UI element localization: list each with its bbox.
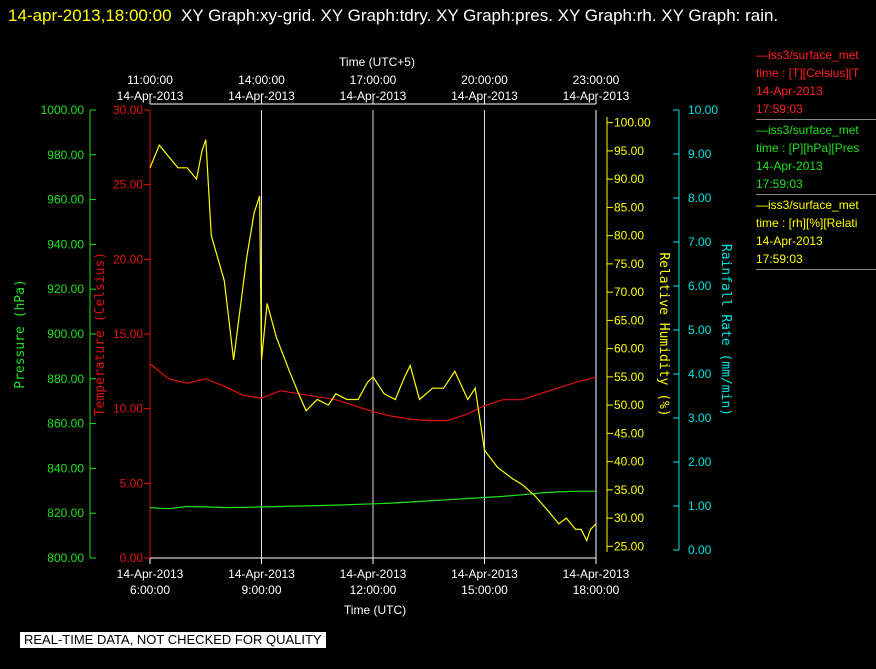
legend-series-name: —iss3/surface_met (756, 123, 859, 137)
pressure-tick-label: 820.00 (47, 506, 84, 520)
x-tick-date: 14-Apr-2013 (117, 567, 184, 581)
rh-tick-label: 100.00 (614, 116, 651, 130)
pressure-tick-label: 880.00 (47, 372, 84, 386)
pressure-tick-label: 900.00 (47, 327, 84, 341)
legend-time: 17:59:03 (756, 252, 803, 266)
rain-tick-label: 3.00 (688, 411, 712, 425)
pressure-axis-title: Pressure (hPa) (13, 279, 28, 389)
temperature-tick-label: 0.00 (120, 551, 144, 565)
legend-date: 14-Apr-2013 (756, 234, 823, 248)
legend-entry-temperature[interactable]: —iss3/surface_met time : [T][Celsius][T … (756, 46, 876, 120)
title-graphs: XY Graph:xy-grid. XY Graph:tdry. XY Grap… (180, 6, 779, 25)
x-top-tick-time: 11:00:00 (127, 73, 173, 87)
pressure-tick-label: 860.00 (47, 417, 84, 431)
rain-tick-label: 2.00 (688, 455, 712, 469)
legend-time: 17:59:03 (756, 102, 803, 116)
x-top-axis-title: Time (UTC+5) (339, 55, 415, 69)
rain-tick-label: 6.00 (688, 279, 712, 293)
x-tick-date: 14-Apr-2013 (563, 567, 630, 581)
legend-series-field: time : [P][hPa][Pres (756, 141, 860, 155)
legend-series-field: time : [T][Celsius][T (756, 66, 860, 80)
temperature-tick-label: 20.00 (113, 252, 143, 266)
rh-tick-label: 35.00 (614, 483, 644, 497)
legend-entry-rh[interactable]: —iss3/surface_met time : [rh][%][Relati … (756, 196, 876, 270)
x-top-tick-time: 20:00:00 (461, 73, 508, 87)
rain-tick-label: 4.00 (688, 367, 712, 381)
temperature-tick-label: 15.00 (113, 327, 143, 341)
rain-tick-label: 10.00 (688, 103, 718, 117)
rh-tick-label: 90.00 (614, 172, 644, 186)
temperature-tick-label: 5.00 (120, 476, 144, 490)
legend-series-field: time : [rh][%][Relati (756, 216, 858, 230)
legend-time: 17:59:03 (756, 177, 803, 191)
x-top-tick-time: 17:00:00 (350, 73, 397, 87)
x-top-tick-date: 14-Apr-2013 (117, 89, 184, 103)
rh-tick-label: 25.00 (614, 539, 644, 553)
rain-axis-title: Rainfall Rate (mm/min) (718, 244, 733, 416)
pressure-tick-label: 920.00 (47, 282, 84, 296)
quality-notice: REAL-TIME DATA, NOT CHECKED FOR QUALITY (20, 632, 326, 648)
temperature-tick-label: 30.00 (113, 103, 143, 117)
x-top-tick-date: 14-Apr-2013 (228, 89, 295, 103)
rain-tick-label: 9.00 (688, 147, 712, 161)
legend-entry-pressure[interactable]: —iss3/surface_met time : [P][hPa][Pres 1… (756, 121, 876, 195)
graph-title: 14-apr-2013,18:00:00 XY Graph:xy-grid. X… (8, 2, 848, 30)
x-tick-date: 14-Apr-2013 (451, 567, 518, 581)
x-tick-date: 14-Apr-2013 (340, 567, 407, 581)
rain-tick-label: 1.00 (688, 499, 712, 513)
x-top-tick-time: 14:00:00 (238, 73, 285, 87)
x-top-tick-time: 23:00:00 (573, 73, 620, 87)
x-tick-time: 9:00:00 (241, 583, 281, 597)
rh-tick-label: 70.00 (614, 285, 644, 299)
legend-series-name: —iss3/surface_met (756, 48, 859, 62)
x-tick-time: 6:00:00 (130, 583, 170, 597)
rain-tick-label: 8.00 (688, 191, 712, 205)
legend-date: 14-Apr-2013 (756, 84, 823, 98)
legend-series-name: —iss3/surface_met (756, 198, 859, 212)
pressure-tick-label: 940.00 (47, 237, 84, 251)
x-top-tick-date: 14-Apr-2013 (563, 89, 630, 103)
x-axis-title: Time (UTC) (344, 603, 406, 617)
rain-tick-label: 7.00 (688, 235, 712, 249)
pressure-tick-label: 960.00 (47, 193, 84, 207)
rh-tick-label: 75.00 (614, 257, 644, 271)
rain-tick-label: 0.00 (688, 543, 712, 557)
x-tick-date: 14-Apr-2013 (228, 567, 295, 581)
pressure-tick-label: 980.00 (47, 148, 84, 162)
rh-axis-title: Relative Humidity (%) (656, 252, 671, 416)
x-top-tick-date: 14-Apr-2013 (451, 89, 518, 103)
x-top-tick-date: 14-Apr-2013 (340, 89, 407, 103)
pressure-tick-label: 840.00 (47, 461, 84, 475)
series-pressure-line (149, 490, 596, 510)
rh-tick-label: 80.00 (614, 229, 644, 243)
rh-tick-label: 40.00 (614, 455, 644, 469)
temperature-tick-label: 25.00 (113, 178, 143, 192)
rh-tick-label: 65.00 (614, 313, 644, 327)
rain-tick-label: 5.00 (688, 323, 712, 337)
title-date: 14-apr-2013,18:00:00 (8, 6, 172, 25)
rh-tick-label: 85.00 (614, 200, 644, 214)
temperature-tick-label: 10.00 (113, 402, 143, 416)
legend-date: 14-Apr-2013 (756, 159, 823, 173)
series-rh-line (149, 139, 597, 543)
series-temperature-line (149, 363, 597, 422)
rh-tick-label: 50.00 (614, 398, 644, 412)
temperature-axis-title: Temperature (Celsius) (93, 252, 108, 416)
x-tick-time: 15:00:00 (461, 583, 508, 597)
rh-tick-label: 60.00 (614, 342, 644, 356)
rh-tick-label: 95.00 (614, 144, 644, 158)
rh-tick-label: 30.00 (614, 511, 644, 525)
rh-tick-label: 55.00 (614, 370, 644, 384)
x-tick-time: 18:00:00 (573, 583, 620, 597)
x-tick-time: 12:00:00 (350, 583, 397, 597)
legend: —iss3/surface_met time : [T][Celsius][T … (756, 46, 876, 271)
rh-tick-label: 45.00 (614, 426, 644, 440)
pressure-tick-label: 800.00 (47, 551, 84, 565)
pressure-tick-label: 1000.00 (41, 103, 85, 117)
